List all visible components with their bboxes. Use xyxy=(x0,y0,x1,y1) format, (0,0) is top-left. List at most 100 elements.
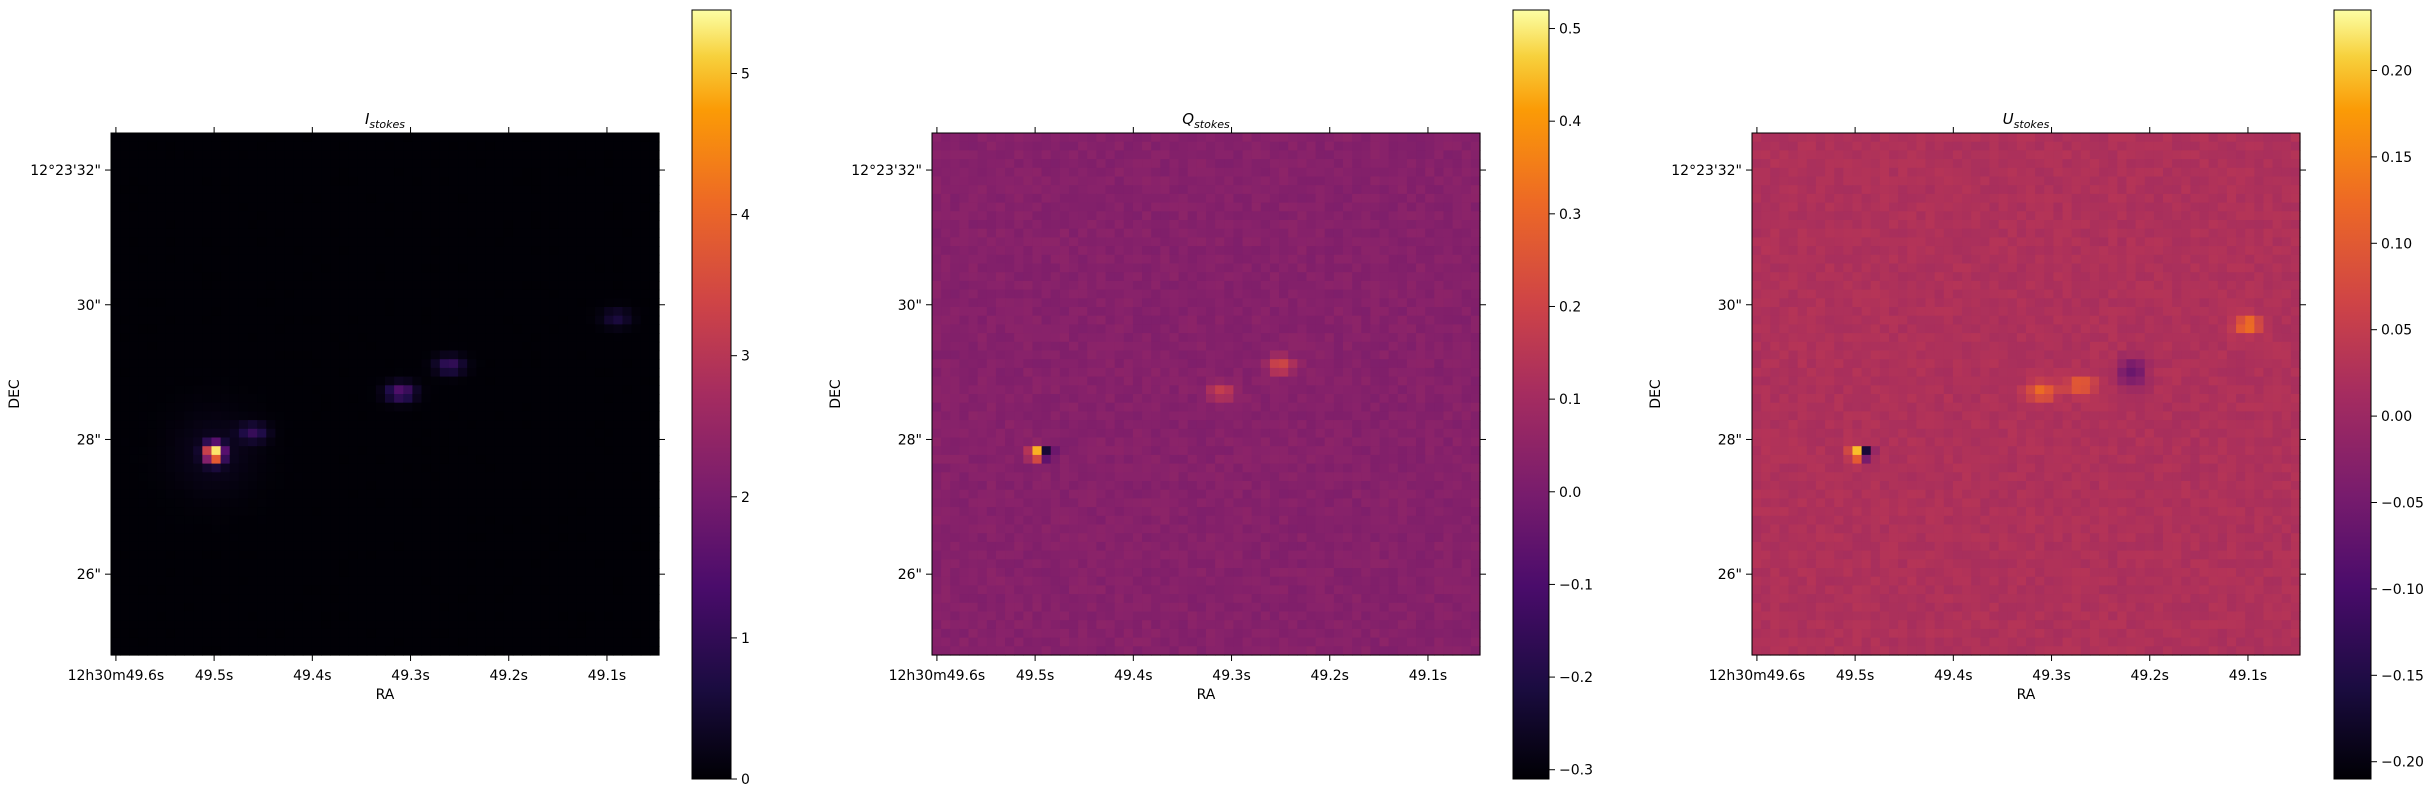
heatmap-cell xyxy=(156,559,167,569)
heatmap-cell xyxy=(567,515,578,526)
heatmap-cell xyxy=(111,559,121,569)
heatmap-cell xyxy=(1123,167,1134,178)
heatmap-cell xyxy=(585,576,596,586)
heatmap-cell xyxy=(604,585,614,595)
heatmap-cell xyxy=(512,620,523,630)
heatmap-cell xyxy=(540,394,550,404)
heatmap-cell xyxy=(1279,298,1289,308)
heatmap-cell xyxy=(330,141,340,151)
heatmap-cell xyxy=(174,507,185,517)
heatmap-cell xyxy=(439,533,450,543)
heatmap-cell xyxy=(330,481,340,491)
heatmap-cell xyxy=(1142,298,1152,308)
heatmap-cell xyxy=(348,385,359,395)
heatmap-cell xyxy=(1096,176,1107,186)
heatmap-cell xyxy=(1014,263,1024,273)
heatmap-cell xyxy=(357,307,368,317)
heatmap-cell xyxy=(366,454,377,465)
heatmap-cell xyxy=(558,524,569,534)
heatmap-cell xyxy=(531,376,541,386)
heatmap-cell xyxy=(430,559,441,569)
heatmap-cell xyxy=(448,333,459,343)
heatmap-cell xyxy=(1416,150,1426,160)
heatmap-cell xyxy=(1269,237,1280,247)
heatmap-cell xyxy=(1215,263,1225,273)
heatmap-cell xyxy=(540,185,550,195)
heatmap-cell xyxy=(120,498,130,508)
heatmap-cell xyxy=(1160,298,1171,308)
heatmap-cell xyxy=(1041,176,1052,186)
heatmap-cell xyxy=(640,646,651,656)
heatmap-cell xyxy=(503,498,514,508)
heatmap-cell xyxy=(613,185,624,195)
heatmap-cell xyxy=(257,594,267,604)
heatmap-cell xyxy=(1196,202,1207,212)
heatmap-cell xyxy=(1187,133,1198,143)
heatmap-cell xyxy=(311,307,322,317)
heatmap-cell xyxy=(293,341,304,352)
heatmap-cell xyxy=(129,568,139,578)
heatmap-cell xyxy=(613,176,624,186)
heatmap-cell xyxy=(540,254,550,265)
heatmap-cell xyxy=(348,585,359,595)
heatmap-cell xyxy=(211,576,222,586)
heatmap-cell xyxy=(1260,272,1271,282)
heatmap-cell xyxy=(302,141,313,151)
heatmap-cell xyxy=(257,367,267,378)
heatmap-cell xyxy=(649,454,660,465)
heatmap-cell xyxy=(266,568,276,578)
heatmap-cell xyxy=(321,411,331,421)
heatmap-cell xyxy=(1206,228,1216,238)
heatmap-cell xyxy=(503,472,514,482)
heatmap-cell xyxy=(403,481,413,491)
heatmap-cell xyxy=(595,289,605,299)
heatmap-cell xyxy=(220,237,231,247)
heatmap-cell xyxy=(950,280,960,291)
heatmap-cell xyxy=(1452,315,1463,325)
heatmap-cell xyxy=(540,324,550,334)
heatmap-cell xyxy=(1461,280,1472,291)
heatmap-cell xyxy=(1178,159,1189,169)
heatmap-cell xyxy=(467,646,477,656)
heatmap-cell xyxy=(184,585,194,595)
heatmap-cell xyxy=(439,307,450,317)
heatmap-cell xyxy=(1452,263,1463,273)
heatmap-cell xyxy=(238,141,249,151)
heatmap-cell xyxy=(649,367,660,378)
heatmap-cell xyxy=(485,620,496,630)
heatmap-cell xyxy=(494,150,505,160)
heatmap-cell xyxy=(111,524,121,534)
heatmap-cell xyxy=(1361,289,1371,299)
heatmap-cell xyxy=(266,576,276,586)
heatmap-cell xyxy=(595,263,605,273)
heatmap-cell xyxy=(950,272,960,282)
heatmap-cell xyxy=(1132,272,1143,282)
heatmap-cell xyxy=(1324,315,1335,325)
heatmap-cell xyxy=(448,298,459,308)
heatmap-cell xyxy=(986,298,997,308)
heatmap-cell xyxy=(174,141,185,151)
heatmap-cell xyxy=(394,428,404,439)
heatmap-cell xyxy=(986,289,997,299)
heatmap-cell xyxy=(1069,324,1079,334)
heatmap-cell xyxy=(1069,315,1079,325)
heatmap-cell xyxy=(1096,254,1107,265)
heatmap-cell xyxy=(120,193,130,204)
heatmap-cell xyxy=(1151,167,1161,178)
heatmap-cell xyxy=(595,533,605,543)
heatmap-cell xyxy=(111,298,121,308)
heatmap-cell xyxy=(1388,272,1399,282)
heatmap-cell xyxy=(558,185,569,195)
heatmap-cell xyxy=(202,646,213,656)
heatmap-cell xyxy=(1306,150,1317,160)
heatmap-cell xyxy=(1370,202,1381,212)
heatmap-cell xyxy=(165,202,176,212)
heatmap-cell xyxy=(430,637,441,647)
heatmap-cell xyxy=(1233,315,1244,325)
heatmap-cell xyxy=(567,498,578,508)
heatmap-cell xyxy=(284,315,295,325)
heatmap-cell xyxy=(412,385,423,395)
heatmap-cell xyxy=(1279,315,1289,325)
heatmap-cell xyxy=(138,150,149,160)
heatmap-cell xyxy=(266,333,276,343)
